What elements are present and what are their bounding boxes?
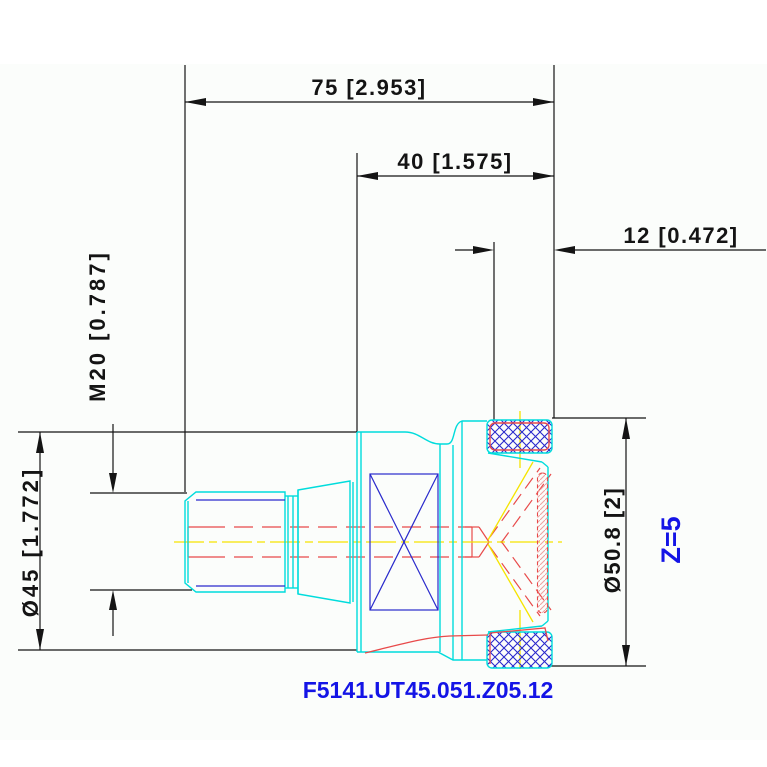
drawing-area-background [0,64,767,740]
tool-shank [184,480,354,604]
top-insert-hatched [486,419,553,454]
front-insert-side-view [536,472,549,614]
dim-head-length-label: 40 [1.575] [397,149,512,174]
dimension-overall-length [184,65,555,492]
dim-overall-length-label: 75 [2.953] [311,75,426,100]
dimension-insert-length [455,242,766,420]
part-number-label: F5141.UT45.051.Z05.12 [303,677,554,703]
dim-mount-thread-label: M20 [0.787] [85,250,110,402]
dimension-head-length [356,153,554,432]
teeth-count-label: Z=5 [656,516,686,563]
dim-cutting-diameter-label: Ø50.8 [2] [600,487,625,593]
dimension-body-diameter [18,431,357,651]
tool-body-flange [356,420,487,661]
spanner-flat-cross-mark [369,473,439,611]
thread-minor-lines [196,499,285,587]
dim-body-diameter-label: Ø45 [1.772] [18,467,43,617]
dim-insert-length-label: 12 [0.472] [623,223,738,248]
dimension-cutting-diameter [548,417,646,667]
bottom-insert-hatched [486,631,553,669]
insert-seat-red-edges [364,627,549,664]
